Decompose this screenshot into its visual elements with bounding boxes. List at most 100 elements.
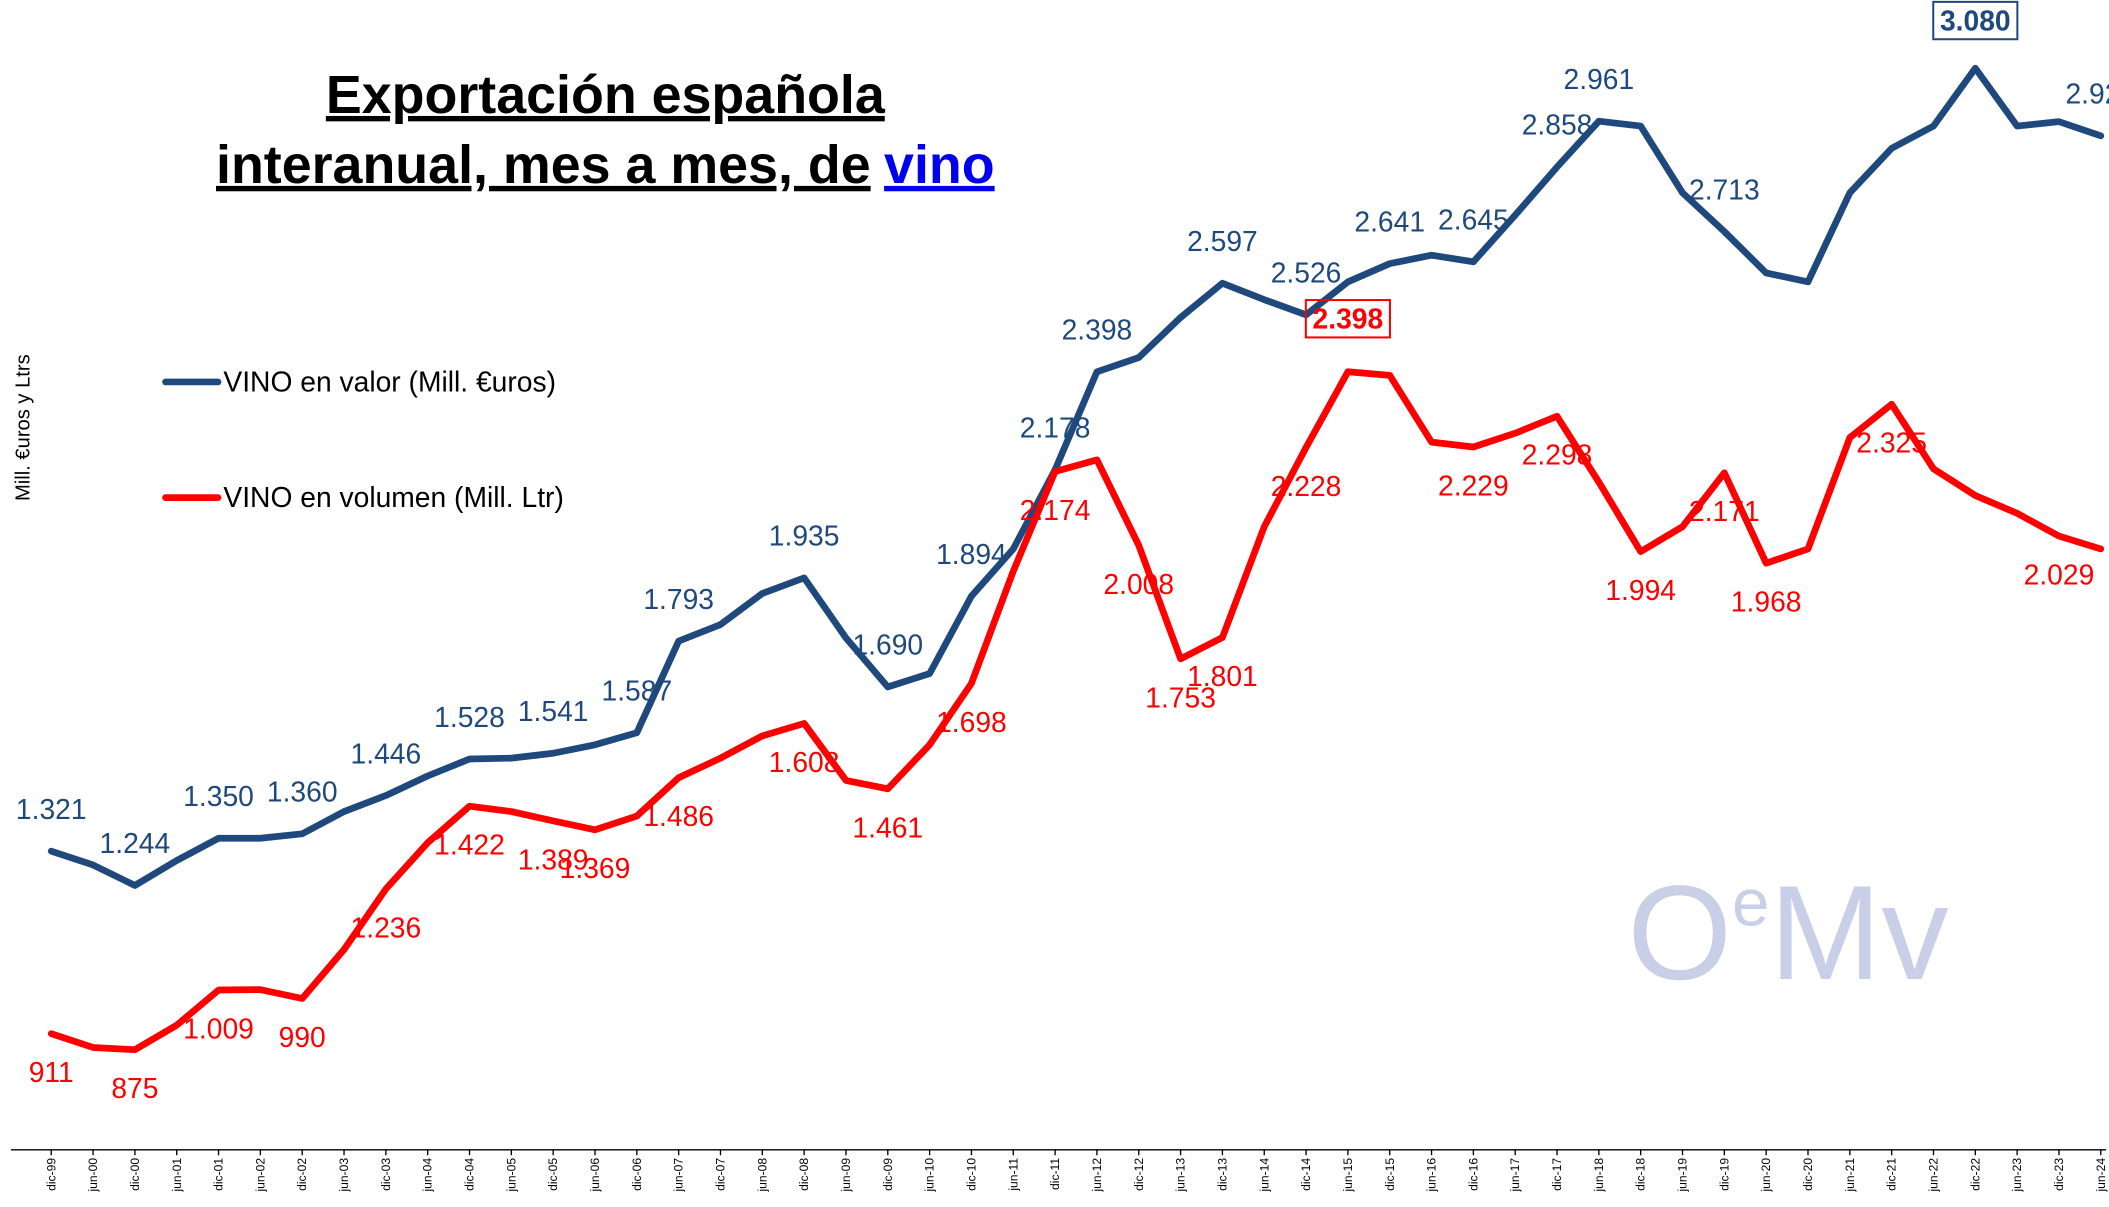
data-label: 2.178	[1020, 411, 1091, 443]
data-label: 1.350	[183, 780, 254, 812]
data-label: 1.360	[267, 776, 338, 808]
chart-title-link: vino	[884, 135, 995, 195]
x-tick-label: dic-99	[44, 1158, 58, 1191]
data-label: 1.801	[1187, 660, 1258, 692]
data-label: 1.236	[351, 911, 422, 943]
data-label: 2.174	[1020, 494, 1091, 526]
x-tick-label: dic-18	[1634, 1158, 1648, 1191]
data-label: 2.325	[1856, 427, 1927, 459]
x-tick-label: dic-23	[2052, 1158, 2066, 1191]
x-tick-label: dic-20	[1801, 1158, 1815, 1191]
data-label: 1.894	[936, 538, 1007, 570]
data-label: 2.171	[1689, 495, 1760, 527]
data-label: 1.690	[852, 629, 923, 661]
logo-part: e	[1732, 865, 1769, 940]
max-label-box	[1304, 299, 1391, 339]
data-label: 1.528	[434, 701, 505, 733]
data-label: 875	[111, 1072, 158, 1104]
chart-title-text: interanual, mes a mes, de	[216, 135, 871, 195]
data-label: 1.608	[769, 746, 840, 778]
x-tick-label: jun-02	[253, 1158, 267, 1193]
max-label-box	[1932, 0, 2019, 41]
data-label: 1.321	[16, 793, 87, 825]
data-label: 2.961	[1564, 63, 1635, 95]
x-tick-label: jun-09	[839, 1158, 853, 1193]
x-tick-label: dic-08	[797, 1158, 811, 1191]
data-label: 2.645	[1438, 204, 1509, 236]
logo: OeMv	[1627, 858, 1948, 1008]
x-tick-label: dic-00	[128, 1158, 142, 1191]
data-label: 3.080	[1940, 5, 2011, 37]
data-label: 1.753	[1145, 681, 1216, 713]
x-tick-label: jun-06	[588, 1158, 602, 1193]
series-line	[47, 64, 2105, 889]
y-axis-label: Mill. €uros y Ltrs	[13, 354, 35, 501]
x-tick-label: dic-10	[964, 1158, 978, 1191]
data-label: 990	[279, 1021, 326, 1053]
x-tick-label: jun-00	[86, 1158, 100, 1193]
x-tick-label: jun-04	[421, 1158, 435, 1193]
data-label: 2.526	[1271, 257, 1342, 289]
data-label: 2.008	[1103, 568, 1174, 600]
data-label: 1.422	[434, 829, 505, 861]
x-tick-label: dic-06	[630, 1158, 644, 1191]
x-tick-label: jun-03	[337, 1158, 351, 1193]
data-label: 2.597	[1187, 225, 1258, 257]
data-label: 1.486	[643, 800, 714, 832]
x-tick-label: dic-12	[1132, 1158, 1146, 1191]
data-label: 1.389	[518, 843, 589, 875]
x-tick-label: jun-05	[504, 1158, 518, 1193]
data-label: 911	[29, 1056, 74, 1088]
x-tick-label: dic-19	[1717, 1158, 1731, 1191]
data-label: 1.009	[183, 1012, 254, 1044]
x-tick-label: jun-08	[755, 1158, 769, 1193]
x-tick-label: dic-09	[881, 1158, 895, 1191]
x-tick-label: jun-07	[672, 1158, 686, 1193]
x-tick-label: jun-01	[170, 1158, 184, 1193]
data-label: 2.229	[1438, 469, 1509, 501]
data-label: 1.793	[643, 583, 714, 615]
x-tick-label: dic-16	[1466, 1158, 1480, 1191]
x-tick-label: dic-15	[1383, 1158, 1397, 1191]
x-tick-label: jun-12	[1090, 1158, 1104, 1193]
x-tick-label: jun-21	[1843, 1158, 1857, 1193]
x-tick-label: dic-05	[546, 1158, 560, 1191]
legend-label: VINO en volumen (Mill. Ltr)	[223, 481, 563, 513]
x-tick-label: jun-11	[1006, 1158, 1020, 1192]
x-tick-label: jun-19	[1676, 1158, 1690, 1193]
x-tick-label: dic-02	[295, 1158, 309, 1191]
data-label: 1.541	[518, 695, 589, 727]
x-tick-label: dic-17	[1550, 1158, 1564, 1191]
data-label: 2.928	[2065, 78, 2109, 110]
logo-part: O	[1627, 858, 1732, 1008]
logo-part: Mv	[1769, 858, 1948, 1008]
data-label: 1.698	[936, 706, 1007, 738]
data-label: 1.935	[769, 520, 840, 552]
x-tick-label: dic-13	[1215, 1158, 1229, 1191]
data-label: 1.994	[1605, 574, 1676, 606]
data-label: 1.968	[1731, 586, 1802, 618]
x-tick-label: jun-15	[1341, 1158, 1355, 1193]
legend-label: VINO en valor (Mill. €uros)	[223, 365, 556, 397]
x-tick-label: jun-20	[1759, 1158, 1773, 1193]
data-label: 2.713	[1689, 173, 1760, 205]
data-label: 1.587	[602, 674, 673, 706]
x-tick-label: jun-13	[1174, 1158, 1188, 1193]
data-label: 2.858	[1522, 109, 1593, 141]
x-tick-label: jun-22	[1927, 1158, 1941, 1193]
x-tick-label: dic-04	[463, 1158, 477, 1191]
chart-title: Exportación española	[326, 65, 886, 125]
data-label: 2.298	[1522, 439, 1593, 471]
x-tick-label: jun-17	[1508, 1158, 1522, 1193]
data-label: 1.369	[560, 852, 631, 884]
x-tick-label: dic-21	[1885, 1158, 1899, 1191]
x-tick-label: jun-10	[923, 1158, 937, 1193]
x-tick-label: dic-11	[1048, 1158, 1062, 1190]
x-tick-label: dic-03	[379, 1158, 393, 1191]
data-label: 2.398	[1062, 314, 1133, 346]
data-label: 1.446	[351, 737, 422, 769]
data-label: 2.029	[2024, 558, 2095, 590]
x-tick-label: jun-23	[2010, 1158, 2024, 1193]
